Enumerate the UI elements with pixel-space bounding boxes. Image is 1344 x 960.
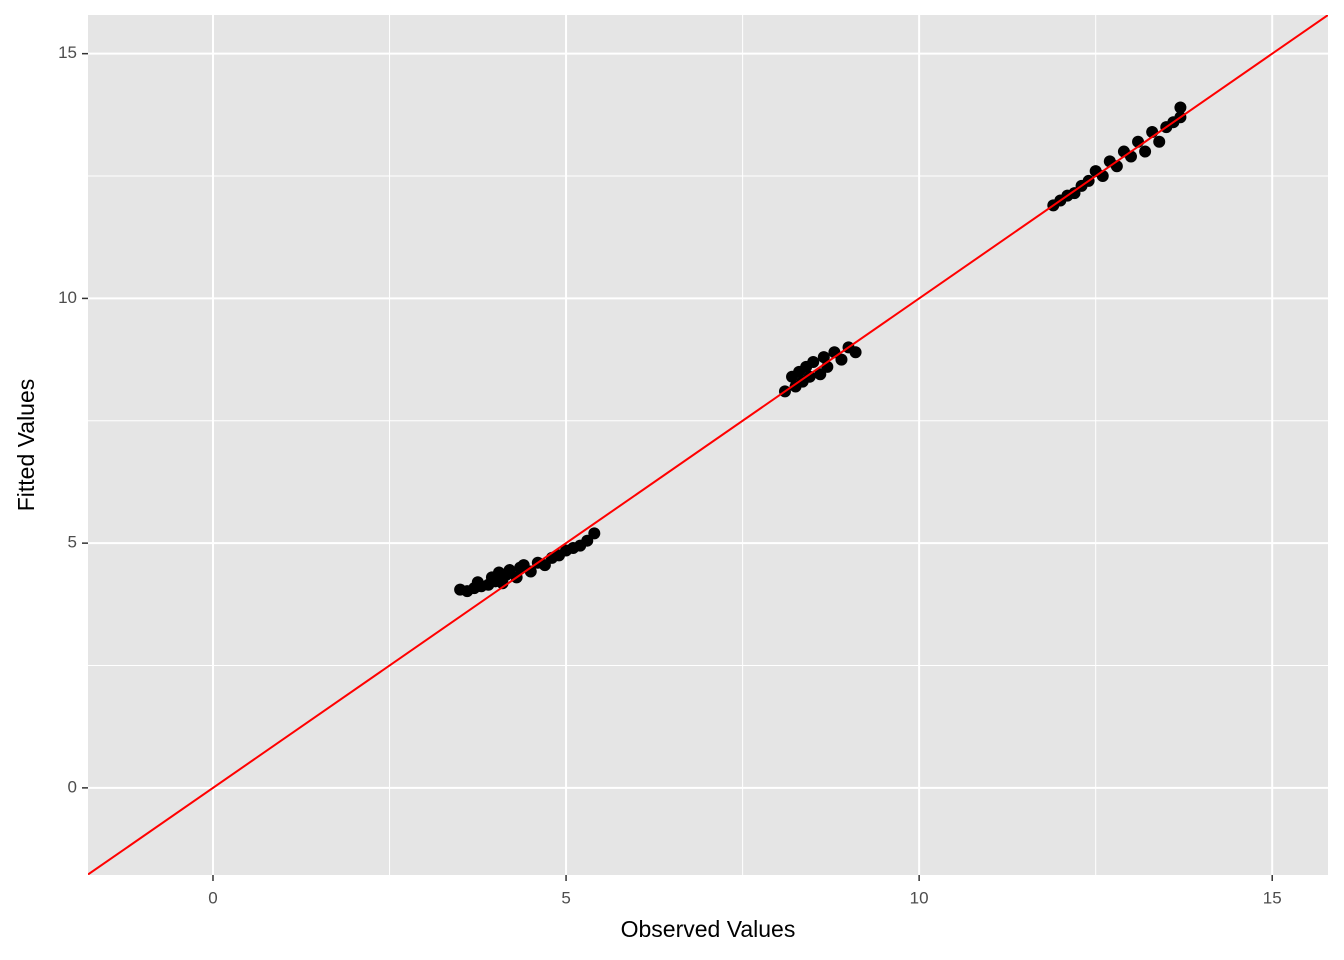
x-tick-label: 10 [910,888,929,907]
point [1153,135,1166,148]
point [807,356,820,369]
x-axis-title: Observed Values [621,916,796,942]
reference-line [88,15,1328,875]
y-axis-title: Fitted Values [13,379,39,512]
x-tick-label: 0 [208,888,217,907]
point [1139,145,1152,158]
y-tick-label: 0 [68,777,77,796]
y-tick-label: 10 [58,288,77,307]
y-tick-label: 5 [68,533,77,552]
x-tick-label: 5 [561,888,570,907]
point [817,351,830,364]
x-tick-label: 15 [1263,888,1282,907]
point [849,346,862,359]
point [803,370,816,383]
y-tick-label: 15 [58,43,77,62]
plot-area [88,15,1328,875]
point [835,353,848,366]
point [588,527,601,540]
point [1174,101,1187,114]
